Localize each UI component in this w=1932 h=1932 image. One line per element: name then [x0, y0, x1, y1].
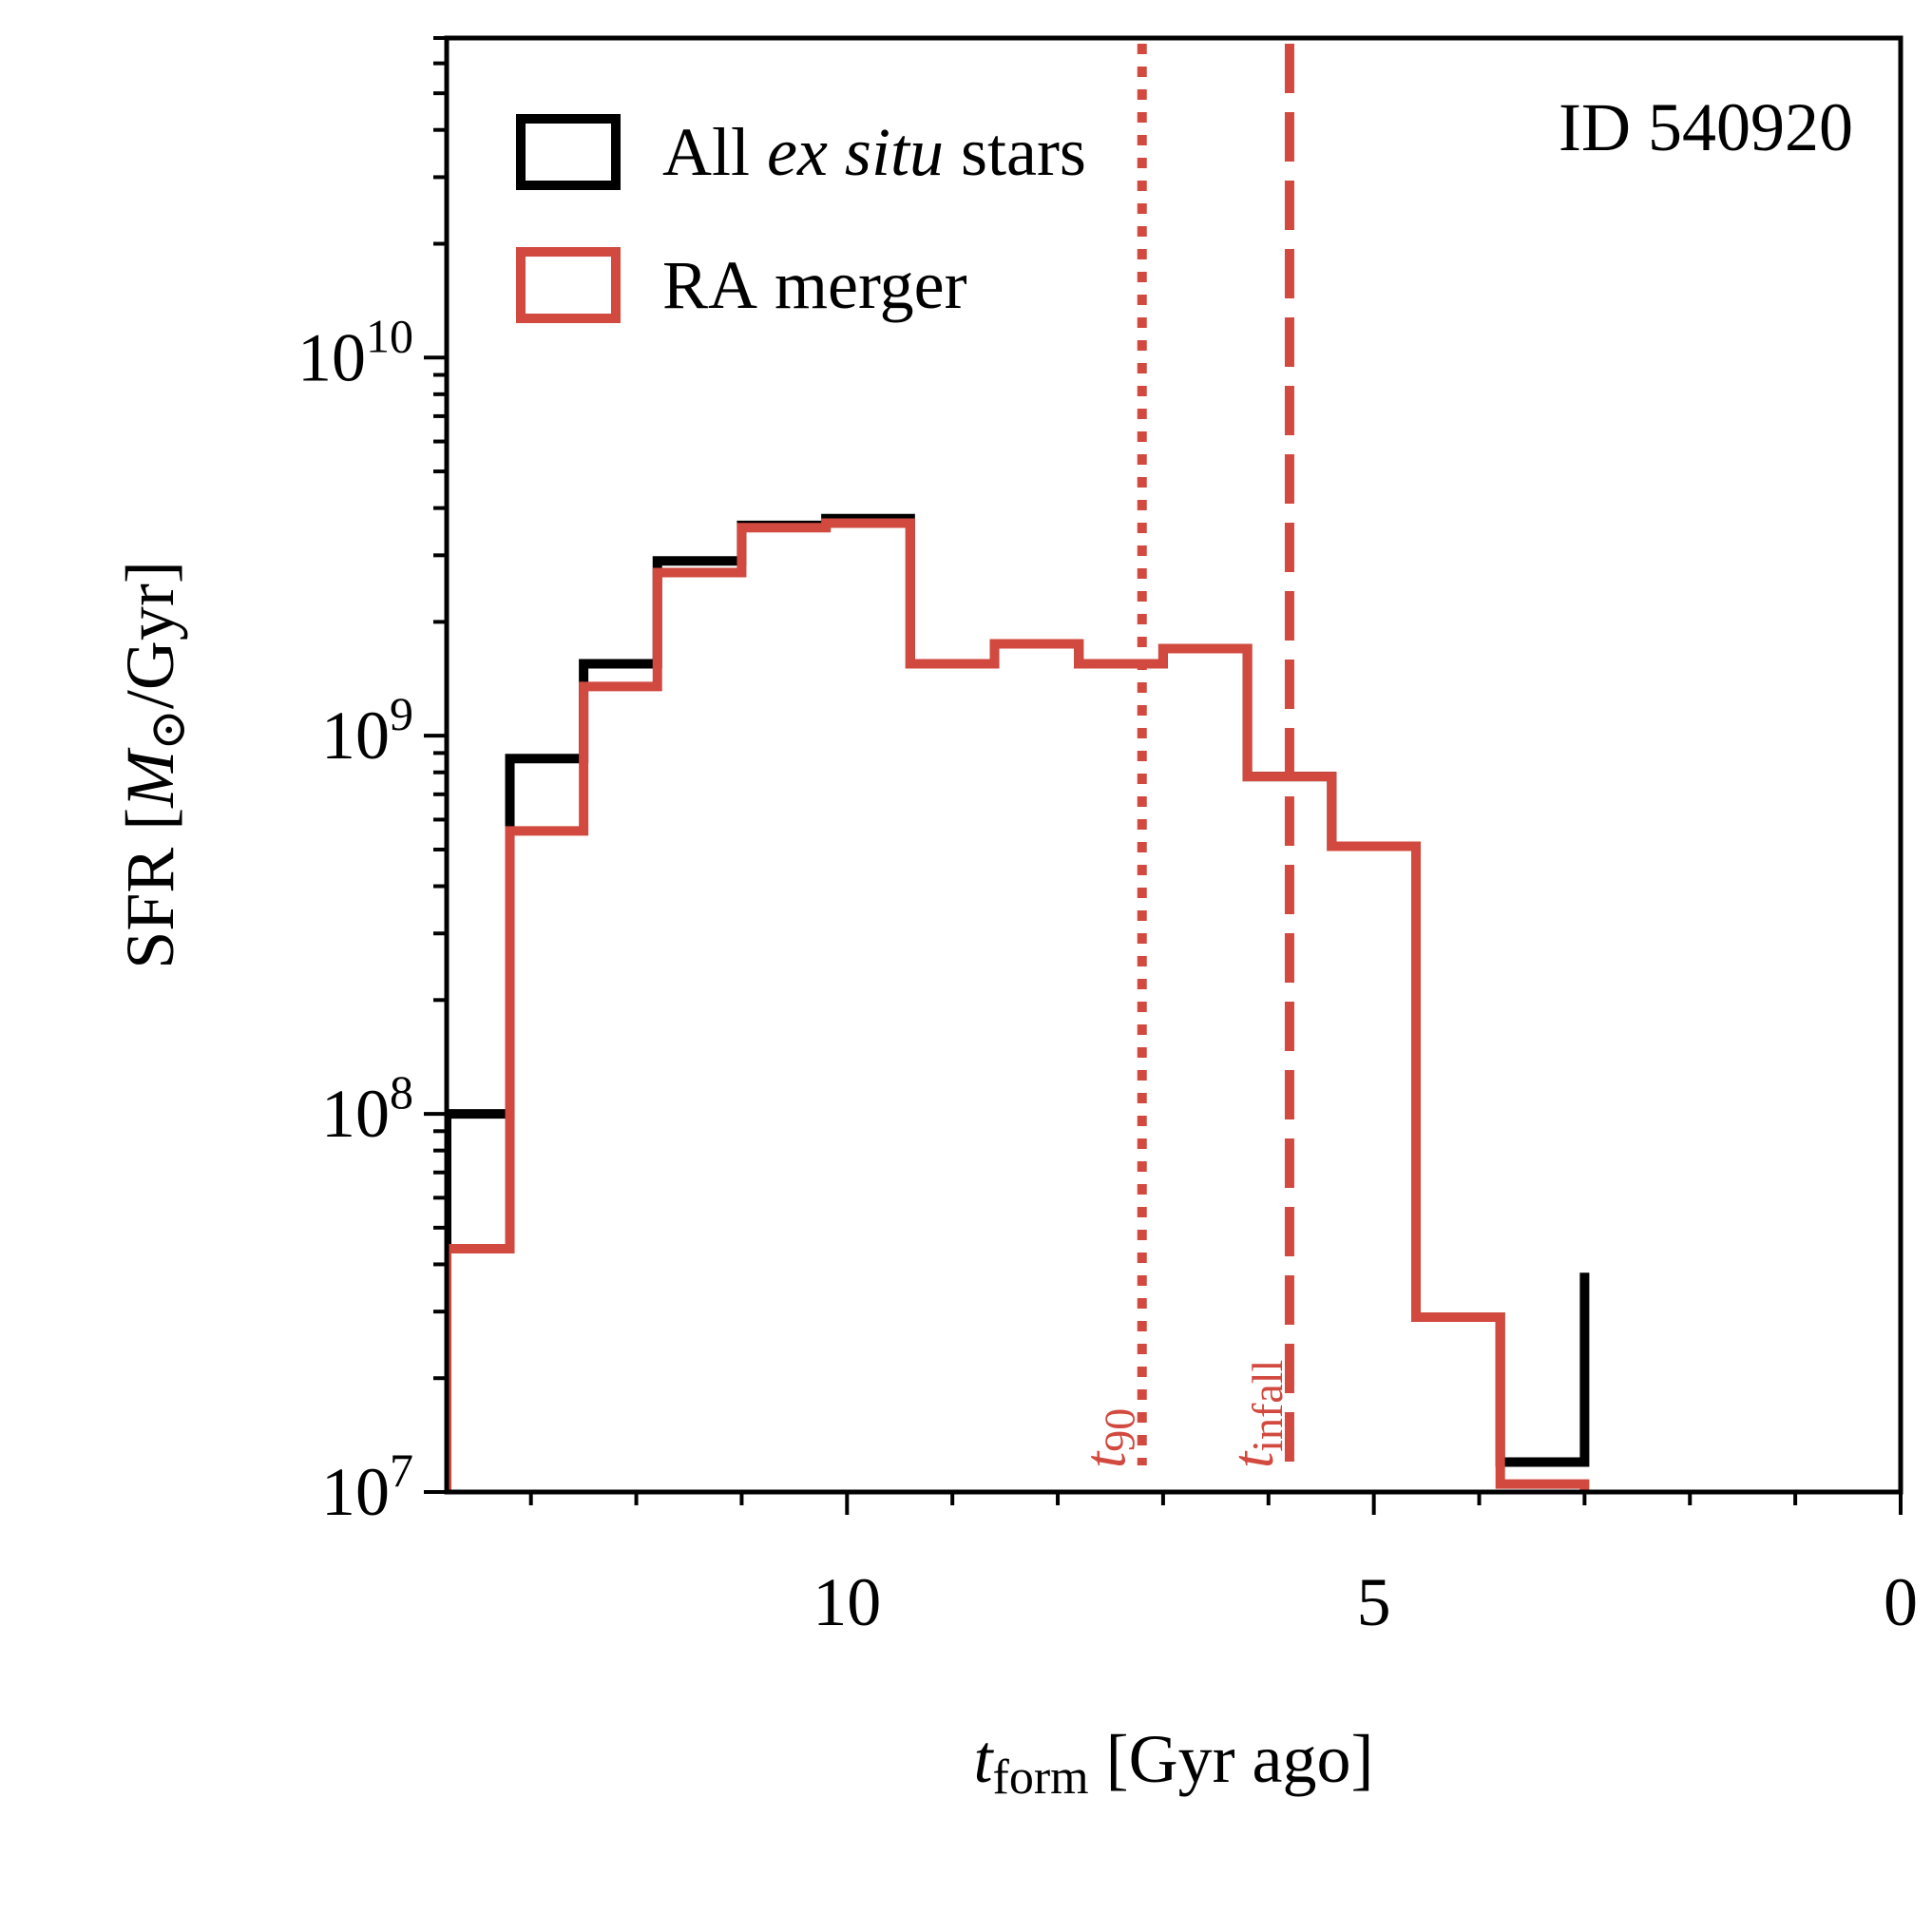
y-tick-label: 108 — [321, 1065, 413, 1152]
legend-swatch — [516, 114, 621, 190]
vline-label-t_infall: tinfall — [1221, 1360, 1291, 1468]
vline-label-t90: t90 — [1074, 1408, 1144, 1468]
x-tick-label: 10 — [813, 1564, 881, 1640]
histogram-step-1 — [447, 518, 1590, 1492]
series-all-ex-situ — [447, 513, 1590, 1492]
x-tick-label: 5 — [1357, 1564, 1391, 1640]
panel-label: ID 540920 — [1559, 89, 1853, 165]
y-tick-label: 109 — [321, 687, 413, 774]
legend-swatch — [516, 247, 621, 323]
y-axis-label: SFR [M⊙/Gyr] — [112, 561, 196, 969]
x-axis: 10 5 0 — [528, 1492, 1918, 1640]
plot-frame — [444, 35, 1903, 1495]
y-axis: 107 108 109 1010 — [297, 36, 447, 1530]
series-ra-merger — [447, 518, 1590, 1492]
legend: All ex situ stars RA merger — [516, 114, 1086, 323]
y-tick-label: 1010 — [297, 309, 413, 395]
x-tick-label: 0 — [1884, 1564, 1918, 1640]
y-tick-label: 107 — [321, 1444, 413, 1530]
legend-label: RA merger — [662, 247, 967, 323]
x-axis-label: tform [Gyr ago] — [974, 1721, 1374, 1805]
legend-label: All ex situ stars — [662, 114, 1086, 190]
